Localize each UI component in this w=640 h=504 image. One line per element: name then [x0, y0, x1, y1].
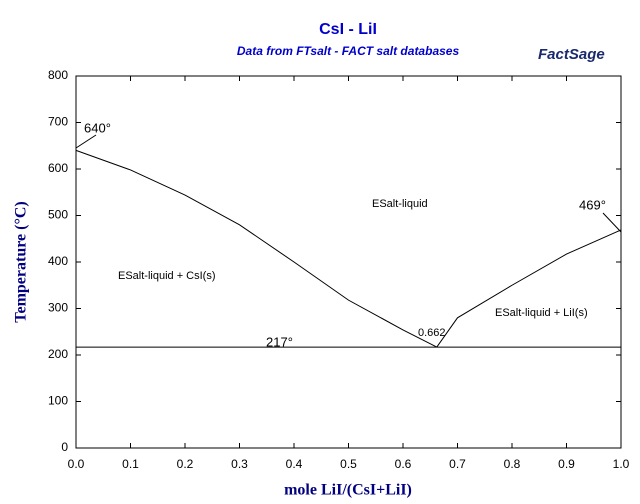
- annotation: 640°: [84, 120, 111, 135]
- y-tick-label: 400: [48, 254, 68, 268]
- x-tick-label: 0.4: [286, 457, 303, 471]
- x-tick-label: 0.9: [558, 457, 575, 471]
- plot-frame: [75, 75, 622, 449]
- phase-boundary: [436, 229, 622, 348]
- annotation: 469°: [579, 197, 606, 212]
- y-tick-label: 200: [48, 347, 68, 361]
- y-tick-label: 600: [48, 161, 68, 175]
- x-tick-label: 0.7: [449, 457, 466, 471]
- phase-boundary: [75, 149, 438, 348]
- logo: FactSage: [538, 46, 605, 63]
- y-tick-label: 800: [48, 68, 68, 82]
- x-tick-label: 0.1: [122, 457, 139, 471]
- annotation: ESalt-liquid: [372, 198, 428, 210]
- y-tick-label: 0: [61, 440, 68, 454]
- x-tick-label: 0.0: [68, 457, 85, 471]
- y-tick-label: 100: [48, 394, 68, 408]
- y-tick-label: 700: [48, 115, 68, 129]
- annotation: 0.662: [418, 327, 446, 339]
- x-tick-label: 0.2: [177, 457, 194, 471]
- x-tick-label: 0.5: [340, 457, 357, 471]
- x-tick-label: 0.8: [504, 457, 521, 471]
- x-tick-label: 0.6: [395, 457, 412, 471]
- y-tick-label: 500: [48, 208, 68, 222]
- chart-subtitle: Data from FTsalt - FACT salt databases: [237, 44, 460, 58]
- y-tick-label: 300: [48, 301, 68, 315]
- x-axis-label: mole LiI/(CsI+LiI): [284, 482, 412, 499]
- chart-title: CsI - LiI: [319, 21, 377, 38]
- y-axis-label: Temperature (°C): [13, 201, 30, 322]
- annotation: ESalt-liquid + LiI(s): [495, 307, 588, 319]
- x-tick-label: 1.0: [613, 457, 630, 471]
- leader-line: [602, 212, 622, 233]
- leader-line: [75, 134, 97, 149]
- annotation: 217°: [266, 334, 293, 349]
- x-tick-label: 0.3: [231, 457, 248, 471]
- annotation: ESalt-liquid + CsI(s): [118, 270, 216, 282]
